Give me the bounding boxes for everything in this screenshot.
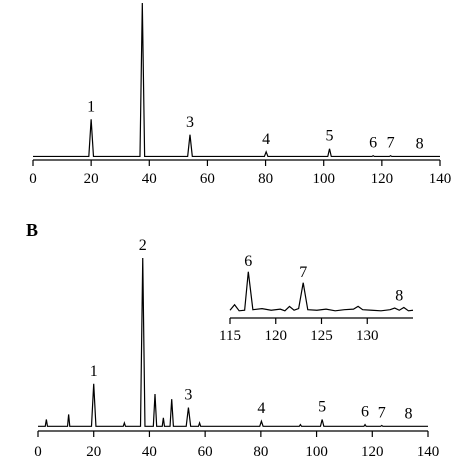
panel-b-peak-label: 3 — [184, 387, 192, 404]
panel-b-trace-line — [38, 257, 428, 427]
panel-b-peak-label: 8 — [405, 405, 413, 422]
panel-a-x-tick-label: 100 — [312, 171, 335, 187]
panel-a-x-tick-label: 140 — [429, 171, 452, 187]
inset-peak-label: 8 — [395, 287, 403, 304]
panel-a-peak-label: 5 — [326, 128, 334, 145]
inset-x-tick-label: 130 — [356, 328, 379, 344]
panel-a-peak-label: 3 — [186, 114, 194, 131]
inset-trace-line — [229, 271, 414, 312]
panel-a-peak-label: 8 — [416, 135, 424, 152]
panel-a-x-tick-label: 120 — [371, 171, 394, 187]
panel-b-peak-label: 5 — [318, 399, 326, 416]
inset-peak-label: 6 — [244, 253, 252, 270]
inset-x-tick-label: 115 — [219, 328, 241, 344]
panel-b-x-tick-label: 100 — [305, 444, 328, 460]
panel-a-trace-line — [33, 2, 440, 158]
inset-peak-label: 7 — [299, 264, 307, 281]
panel-a-peak-label: 1 — [87, 98, 95, 115]
panel-b-inset-chromatogram: 115 120 125 130 6 7 8 — [219, 253, 414, 344]
panel-b-x-tick-label: 20 — [86, 444, 101, 460]
panel-a-x-tick-label: 60 — [200, 171, 215, 187]
panel-a-x-tick-label: 0 — [29, 171, 37, 187]
panel-b-peak-label: 4 — [257, 400, 265, 417]
panel-a-chromatogram: 0 20 40 60 80 100 120 140 1 3 4 5 6 7 8 — [29, 2, 452, 187]
inset-x-tick-label: 125 — [310, 328, 333, 344]
panel-b-peak-label: 2 — [139, 237, 147, 254]
panel-a-x-tick-label: 40 — [142, 171, 157, 187]
inset-x-tick-label: 120 — [265, 328, 288, 344]
panel-b-x-tick-label: 140 — [417, 444, 440, 460]
panel-a-peak-label: 7 — [387, 135, 395, 152]
panel-b-peak-label: 7 — [378, 404, 386, 421]
panel-b-x-tick-label: 80 — [253, 444, 268, 460]
panel-b-x-tick-label: 0 — [34, 444, 42, 460]
panel-b-peak-label: 6 — [361, 404, 369, 421]
panel-b-x-tick-label: 40 — [142, 444, 157, 460]
panel-b-x-tick-label: 60 — [198, 444, 213, 460]
panel-a-x-tick-label: 20 — [84, 171, 99, 187]
panel-a-peak-label: 4 — [262, 131, 270, 148]
panel-b-label: B — [26, 220, 38, 240]
panel-a-x-tick-label: 80 — [258, 171, 273, 187]
panel-b-x-tick-label: 120 — [361, 444, 384, 460]
panel-b-peak-label: 1 — [90, 363, 98, 380]
panel-a-peak-label: 6 — [369, 135, 377, 152]
